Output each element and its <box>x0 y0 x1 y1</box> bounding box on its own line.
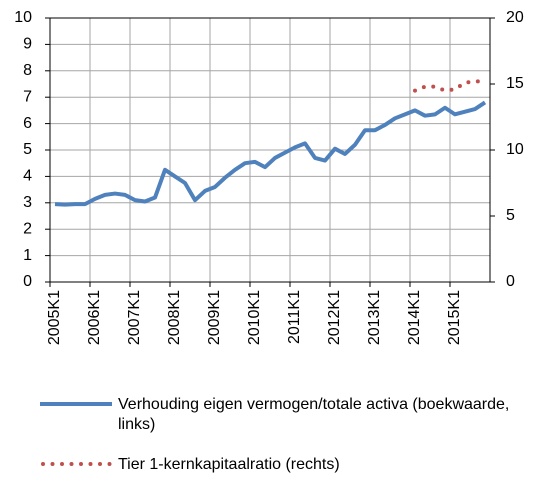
plot-frame <box>49 17 491 283</box>
x-tick-label: 2009K1 <box>206 290 223 345</box>
y2-tick-label: 10 <box>506 141 524 158</box>
legend-swatch <box>40 402 112 406</box>
y-tick-label: 7 <box>23 88 32 105</box>
y2-tick-label: 15 <box>506 75 524 92</box>
y2-tick-label: 20 <box>506 9 524 26</box>
y-tick-label: 0 <box>23 273 32 290</box>
x-tick-label: 2014K1 <box>406 290 423 345</box>
y-tick-label: 2 <box>23 220 32 237</box>
legend-label: Tier 1-kernkapitaalratio (rechts) <box>118 456 340 473</box>
y-tick-label: 5 <box>23 141 32 158</box>
y-tick-label: 6 <box>23 115 32 132</box>
y-tick-label: 1 <box>23 247 32 264</box>
series-line <box>413 79 487 93</box>
y-tick-label: 10 <box>14 9 32 26</box>
x-tick-label: 2006K1 <box>86 290 103 345</box>
y2-tick-label: 5 <box>506 207 515 224</box>
y-tick-label: 4 <box>23 168 32 185</box>
y-tick-label: 8 <box>23 62 32 79</box>
x-tick-label: 2007K1 <box>126 290 143 345</box>
legend-label: Verhouding eigen vermogen/totale activa … <box>118 396 510 433</box>
x-tick-label: 2010K1 <box>246 290 263 345</box>
y-tick-label: 9 <box>23 36 32 53</box>
legend-item: Tier 1-kernkapitaalratio (rechts) <box>40 455 518 475</box>
x-tick-label: 2015K1 <box>446 290 463 345</box>
x-tick-label: 2005K1 <box>46 290 63 345</box>
legend-item: Verhouding eigen vermogen/totale activa … <box>40 395 518 435</box>
legend-swatch <box>41 462 112 466</box>
x-tick-label: 2013K1 <box>366 290 383 345</box>
y-tick-label: 3 <box>23 194 32 211</box>
y2-tick-label: 0 <box>506 273 515 290</box>
x-tick-label: 2008K1 <box>166 290 183 345</box>
chart: 0 1 2 3 4 5 6 7 8 9 10 0 5 10 15 20 2005K1 2006K1 2007K1 20… <box>14 9 524 345</box>
x-tick-label: 2011K1 <box>286 290 303 344</box>
series-line <box>54 100 487 207</box>
x-tick-label: 2012K1 <box>326 290 343 345</box>
